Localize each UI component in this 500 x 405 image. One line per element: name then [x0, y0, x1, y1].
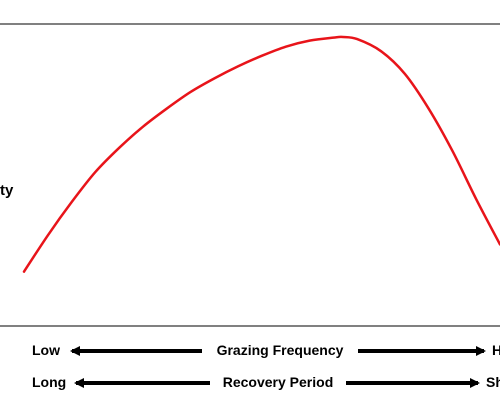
- series-point-20: [451, 150, 453, 152]
- series-point-21: [475, 198, 477, 200]
- series-point-7: [166, 107, 168, 109]
- series-point-19: [427, 107, 429, 109]
- grazing-frequency-row: Low Grazing Frequency H: [32, 342, 500, 358]
- recovery-period-label: Recovery Period: [223, 374, 334, 390]
- grazing-frequency-right-label: H: [492, 342, 500, 358]
- series-point-18: [404, 73, 406, 75]
- grazing-frequency-left-label: Low: [32, 342, 60, 358]
- series-point-14: [332, 36, 334, 38]
- grazing-frequency-label: Grazing Frequency: [217, 342, 344, 358]
- series-point-10: [237, 65, 239, 67]
- series-point-8: [189, 91, 191, 93]
- series-point-5: [118, 147, 120, 149]
- series-point-9: [213, 77, 215, 79]
- series-point-4: [94, 171, 96, 173]
- series-point-2: [47, 234, 49, 236]
- y-axis-label: ty: [0, 182, 14, 199]
- series-point-11: [261, 55, 263, 57]
- recovery-period-left-label: Long: [32, 374, 66, 390]
- series-point-16: [356, 38, 358, 40]
- series-point-6: [142, 125, 144, 127]
- recovery-period-right-label: Sh: [486, 374, 500, 390]
- series-point-3: [70, 201, 72, 203]
- recovery-period-row: Long Recovery Period Sh: [32, 374, 500, 390]
- series-point-15: [342, 36, 344, 38]
- series-point-17: [380, 50, 382, 52]
- series-point-12: [285, 45, 287, 47]
- series-point-1: [23, 270, 25, 272]
- series-line: [22, 35, 500, 273]
- series-point-13: [308, 39, 310, 41]
